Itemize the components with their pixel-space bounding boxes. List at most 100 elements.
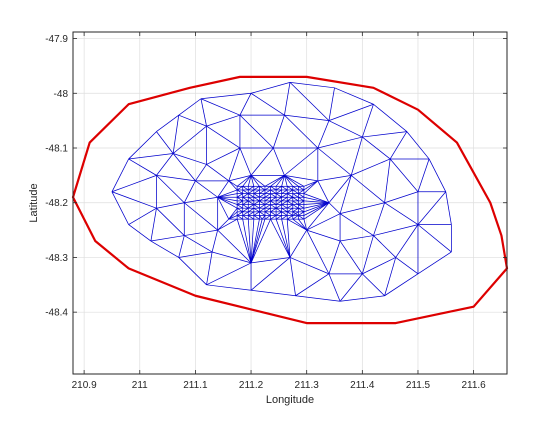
- y-tick-label: -48.2: [45, 198, 68, 209]
- mesh-edge: [292, 204, 299, 209]
- mesh-edge: [150, 240, 179, 258]
- mesh-edge: [286, 219, 291, 258]
- mesh-edge: [384, 191, 419, 204]
- mesh-edge: [250, 219, 266, 264]
- mesh-edge: [178, 114, 207, 127]
- mesh-edge: [298, 204, 305, 209]
- mesh-edge: [272, 147, 285, 176]
- mesh-edge: [292, 200, 299, 205]
- mesh-edge: [284, 174, 318, 182]
- mesh-edge: [228, 180, 238, 187]
- mesh-edge: [284, 175, 299, 187]
- mesh-edge: [236, 185, 243, 191]
- mesh-edge: [242, 196, 249, 202]
- mesh-edge: [211, 229, 219, 253]
- mesh-edge: [264, 211, 271, 216]
- mesh-edge: [287, 215, 293, 220]
- y-tick-label: -48.3: [45, 253, 68, 264]
- mesh-edge: [287, 207, 293, 213]
- mesh-edge: [200, 98, 207, 127]
- mesh-edge: [253, 185, 260, 191]
- mesh-edge: [281, 189, 288, 194]
- mesh-edge: [236, 207, 243, 213]
- mesh-edge: [272, 115, 285, 149]
- mesh-edge: [217, 197, 230, 220]
- mesh-edge: [384, 257, 397, 296]
- mesh-edge: [242, 219, 252, 263]
- y-axis-label: Latitude: [28, 183, 40, 222]
- mesh-edge: [128, 158, 157, 176]
- mesh-edge: [428, 158, 447, 192]
- mesh-edge: [384, 273, 419, 297]
- mesh-edge: [270, 207, 277, 213]
- mesh-edge: [250, 218, 271, 264]
- mesh-edge: [248, 211, 255, 216]
- mesh-edge: [228, 175, 252, 182]
- mesh-edge: [275, 189, 282, 194]
- mesh-edge: [236, 211, 243, 216]
- mesh-edge: [242, 185, 249, 191]
- mesh-edge: [281, 193, 288, 198]
- mesh-edge: [211, 251, 252, 264]
- mesh-edge: [206, 147, 241, 165]
- mesh-edge: [298, 193, 305, 198]
- mesh-edge: [217, 218, 230, 231]
- mesh-edge: [156, 202, 185, 209]
- mesh-edge: [236, 189, 243, 194]
- mesh-edge: [306, 202, 330, 231]
- mesh-edge: [242, 211, 249, 216]
- mesh-edge: [195, 164, 207, 182]
- mesh-edge: [250, 175, 260, 187]
- mesh-edge: [275, 193, 282, 198]
- mesh-edge: [303, 193, 330, 204]
- x-tick-label: 211: [132, 380, 148, 391]
- mesh-edge: [362, 136, 391, 160]
- mesh-edge: [275, 196, 282, 202]
- mesh-edge: [253, 204, 260, 209]
- x-tick-label: 211.1: [183, 380, 208, 391]
- mesh-edge: [292, 196, 299, 202]
- mesh-edge: [281, 200, 288, 205]
- mesh-edge: [259, 211, 266, 216]
- mesh-edge: [295, 211, 299, 214]
- mesh-edge: [417, 224, 452, 253]
- mesh-edge: [270, 211, 277, 216]
- mesh-edge: [242, 215, 249, 220]
- mesh-edge: [417, 251, 452, 275]
- mesh-edge: [351, 158, 391, 176]
- mesh-edge: [306, 229, 330, 275]
- mesh-edge: [253, 189, 260, 194]
- mesh-edge: [275, 219, 291, 258]
- mesh-edge: [292, 207, 299, 213]
- mesh-edge: [259, 215, 263, 220]
- mesh-edge: [281, 215, 288, 220]
- mesh-edge: [281, 211, 288, 216]
- mesh-edge: [289, 229, 308, 258]
- mesh-edge: [206, 125, 241, 149]
- mesh-edge: [259, 185, 266, 191]
- mesh-edge: [289, 81, 335, 89]
- mesh-edge: [406, 131, 430, 160]
- mesh-edge: [317, 120, 330, 149]
- x-tick-label: 210.9: [72, 380, 97, 391]
- mesh-edge: [395, 257, 419, 275]
- mesh-edge: [303, 202, 330, 213]
- mesh-edge: [242, 175, 252, 187]
- y-tick-label: -48: [54, 89, 69, 100]
- mesh-edge: [259, 204, 266, 209]
- mesh-edge: [111, 158, 129, 192]
- mesh-edge: [287, 185, 293, 191]
- mesh-edge: [128, 131, 157, 160]
- x-tick-label: 211.4: [350, 380, 375, 391]
- mesh-edge: [156, 114, 179, 132]
- mesh-edge: [289, 257, 296, 296]
- mesh-edge: [303, 196, 330, 204]
- mesh-edge: [287, 204, 293, 209]
- mesh-edge: [275, 175, 285, 187]
- mesh-edge: [156, 153, 174, 176]
- mesh-edge: [298, 200, 305, 205]
- mesh-edge: [247, 219, 252, 263]
- mesh-edge: [289, 82, 330, 121]
- mesh-edge: [264, 204, 271, 209]
